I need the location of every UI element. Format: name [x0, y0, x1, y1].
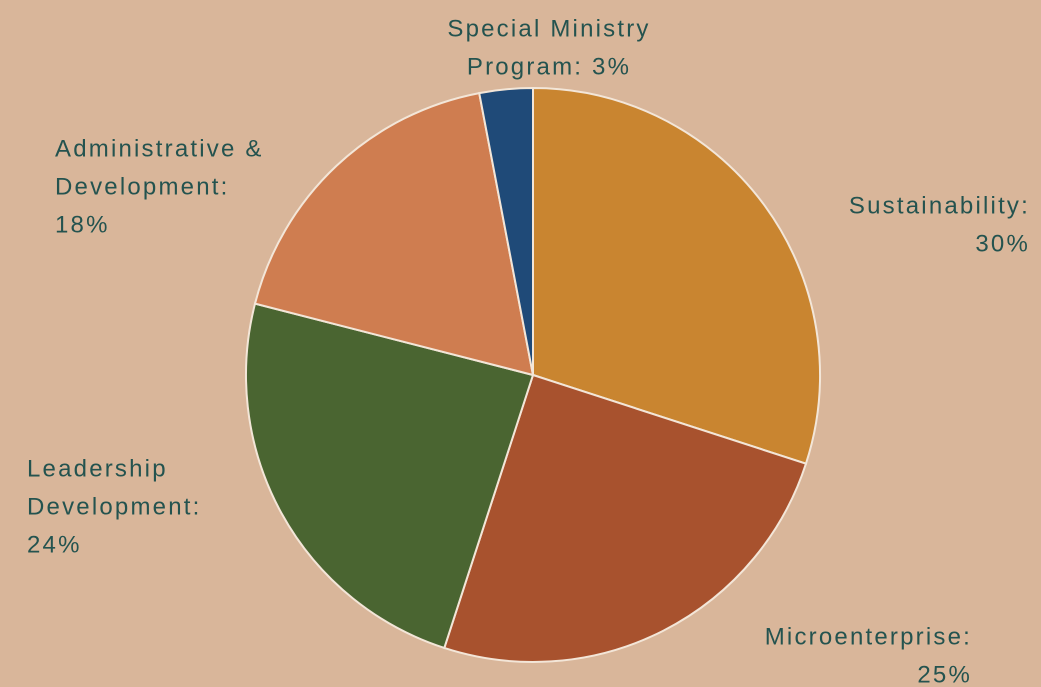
slice-label: Development:: [27, 493, 201, 520]
slice-label: Microenterprise:: [765, 623, 972, 650]
slice-label: Program: 3%: [467, 53, 631, 80]
slice-label: Leadership: [27, 455, 168, 482]
slice-label: Sustainability:: [849, 192, 1030, 219]
pie-slice: [443, 373, 808, 663]
slice-label: 30%: [975, 230, 1030, 257]
pie-slice: [245, 302, 535, 650]
slice-label: 24%: [27, 531, 82, 558]
pie-slice: [478, 86, 534, 376]
pie-slice: [532, 86, 821, 465]
slice-label: 25%: [917, 661, 972, 687]
slice-label: Administrative &: [55, 135, 264, 162]
slice-label: 18%: [55, 211, 110, 238]
slice-label: Development:: [55, 173, 229, 200]
slice-label: Special Ministry: [447, 15, 650, 42]
pie-slice: [253, 91, 535, 377]
